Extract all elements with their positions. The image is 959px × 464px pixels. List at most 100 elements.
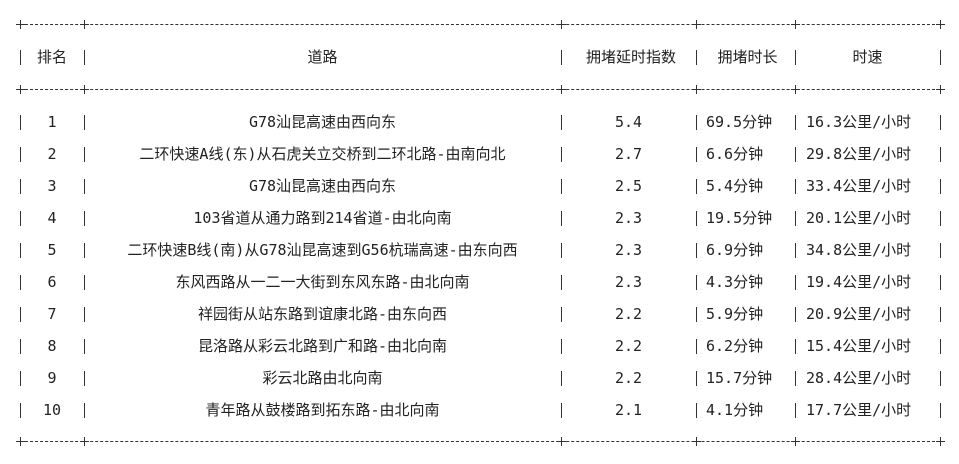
table-row-delay-index: 2.2 <box>614 337 643 355</box>
table-border-line <box>20 441 940 442</box>
column-separator <box>20 211 21 226</box>
column-separator <box>940 371 941 386</box>
column-separator <box>84 275 85 290</box>
column-separator <box>696 115 697 130</box>
table-border-corner <box>692 437 701 446</box>
table-row-rank: 9 <box>47 369 57 387</box>
column-separator <box>696 147 697 162</box>
column-separator <box>940 243 941 258</box>
column-separator <box>561 307 562 322</box>
column-separator <box>940 211 941 226</box>
table-border-corner <box>791 20 800 29</box>
column-separator <box>20 147 21 162</box>
table-row-road: G78汕昆高速由西向东 <box>248 177 397 195</box>
table-row-speed: 20.1公里/小时 <box>806 209 912 227</box>
column-separator <box>84 179 85 194</box>
table-row-road: G78汕昆高速由西向东 <box>248 113 397 131</box>
column-separator <box>561 403 562 418</box>
table-row-rank: 8 <box>47 337 57 355</box>
table-row-congestion-duration: 19.5分钟 <box>706 209 773 227</box>
table-border-corner <box>80 20 89 29</box>
table-row-speed: 16.3公里/小时 <box>806 113 912 131</box>
table-row-road: 彩云北路由北向南 <box>262 369 383 387</box>
column-separator <box>84 243 85 258</box>
column-separator <box>795 50 796 65</box>
column-separator <box>795 403 796 418</box>
column-separator <box>84 371 85 386</box>
table-row-speed: 28.4公里/小时 <box>806 369 912 387</box>
column-separator <box>561 339 562 354</box>
table-row-delay-index: 5.4 <box>614 113 643 131</box>
table-border-corner <box>692 20 701 29</box>
column-separator <box>561 115 562 130</box>
table-border-corner <box>936 437 945 446</box>
column-separator <box>940 179 941 194</box>
column-separator <box>20 179 21 194</box>
column-separator <box>561 275 562 290</box>
header-speed: 时速 <box>852 48 883 66</box>
table-border-corner <box>557 20 566 29</box>
table-row-road: 祥园街从站东路到谊康北路-由东向西 <box>197 305 448 323</box>
table-row-rank: 1 <box>47 113 57 131</box>
column-separator <box>696 179 697 194</box>
column-separator <box>20 307 21 322</box>
table-border-corner <box>16 20 25 29</box>
column-separator <box>795 371 796 386</box>
column-separator <box>696 339 697 354</box>
table-row-congestion-duration: 4.3分钟 <box>706 273 764 291</box>
table-row-speed: 20.9公里/小时 <box>806 305 912 323</box>
column-separator <box>20 275 21 290</box>
column-separator <box>696 403 697 418</box>
column-separator <box>696 243 697 258</box>
table-row-delay-index: 2.3 <box>614 209 643 227</box>
table-row-rank: 7 <box>47 305 57 323</box>
table-border-corner <box>557 85 566 94</box>
table-row-rank: 2 <box>47 145 57 163</box>
column-separator <box>940 403 941 418</box>
table-row-delay-index: 2.1 <box>614 401 643 419</box>
table-border-corner <box>791 437 800 446</box>
column-separator <box>795 179 796 194</box>
table-row-delay-index: 2.7 <box>614 145 643 163</box>
column-separator <box>84 211 85 226</box>
table-row-rank: 6 <box>47 273 57 291</box>
table-row-speed: 19.4公里/小时 <box>806 273 912 291</box>
column-separator <box>561 50 562 65</box>
column-separator <box>84 115 85 130</box>
table-row-congestion-duration: 5.9分钟 <box>706 305 764 323</box>
column-separator <box>696 307 697 322</box>
table-border-corner <box>16 437 25 446</box>
column-separator <box>940 307 941 322</box>
table-border-line <box>20 24 940 25</box>
column-separator <box>20 371 21 386</box>
table-row-delay-index: 2.3 <box>614 273 643 291</box>
column-separator <box>795 211 796 226</box>
table-border-corner <box>16 85 25 94</box>
column-separator <box>84 307 85 322</box>
column-separator <box>940 50 941 65</box>
column-separator <box>795 339 796 354</box>
column-separator <box>561 371 562 386</box>
table-border-corner <box>936 20 945 29</box>
column-separator <box>561 243 562 258</box>
column-separator <box>940 275 941 290</box>
column-separator <box>696 211 697 226</box>
column-separator <box>696 275 697 290</box>
column-separator <box>795 243 796 258</box>
table-row-delay-index: 2.2 <box>614 369 643 387</box>
header-delay-index: 拥堵延时指数 <box>585 48 676 66</box>
table-row-congestion-duration: 5.4分钟 <box>706 177 764 195</box>
table-row-congestion-duration: 6.9分钟 <box>706 241 764 259</box>
column-separator <box>696 371 697 386</box>
column-separator <box>20 50 21 65</box>
column-separator <box>84 403 85 418</box>
table-row-road: 青年路从鼓楼路到拓东路-由北向南 <box>205 401 440 419</box>
table-row-congestion-duration: 69.5分钟 <box>706 113 773 131</box>
column-separator <box>940 147 941 162</box>
table-row-road: 二环快速A线(东)从石虎关立交桥到二环北路-由南向北 <box>139 145 506 163</box>
table-border-corner <box>692 85 701 94</box>
table-row-congestion-duration: 15.7分钟 <box>706 369 773 387</box>
table-row-speed: 29.8公里/小时 <box>806 145 912 163</box>
table-row-speed: 17.7公里/小时 <box>806 401 912 419</box>
column-separator <box>20 339 21 354</box>
